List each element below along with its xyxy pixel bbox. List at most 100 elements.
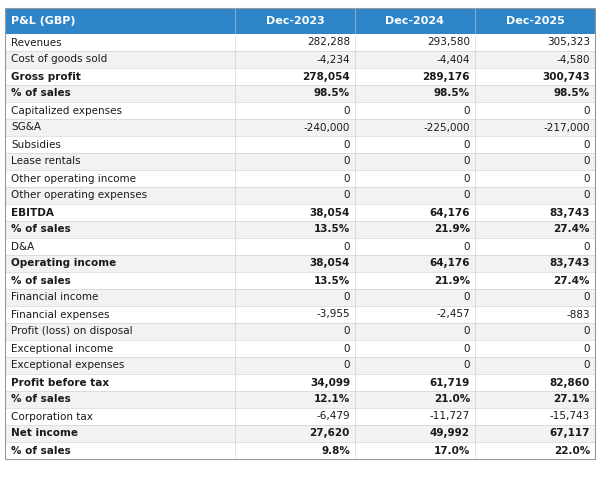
Bar [355, 255, 475, 272]
Bar [5, 272, 235, 289]
Bar [235, 272, 355, 289]
Text: 13.5%: 13.5% [314, 225, 350, 235]
Bar [235, 136, 355, 153]
Bar [355, 119, 475, 136]
Text: 0: 0 [464, 242, 470, 251]
Bar [355, 408, 475, 425]
Text: Gross profit: Gross profit [11, 71, 81, 82]
Bar [355, 272, 475, 289]
Bar [235, 306, 355, 323]
Bar [5, 442, 235, 459]
Text: Profit (loss) on disposal: Profit (loss) on disposal [11, 327, 133, 337]
Bar [475, 425, 595, 442]
Bar [235, 204, 355, 221]
Text: Exceptional income: Exceptional income [11, 344, 113, 353]
Bar [355, 391, 475, 408]
Bar [355, 204, 475, 221]
Text: Profit before tax: Profit before tax [11, 378, 109, 388]
Text: 38,054: 38,054 [310, 258, 350, 268]
Text: 300,743: 300,743 [542, 71, 590, 82]
Text: -4,404: -4,404 [437, 54, 470, 64]
Text: 17.0%: 17.0% [434, 446, 470, 455]
Text: 0: 0 [343, 140, 350, 149]
Text: 27,620: 27,620 [310, 429, 350, 439]
Bar [475, 204, 595, 221]
Text: 83,743: 83,743 [550, 207, 590, 217]
Bar [5, 289, 235, 306]
Bar [355, 306, 475, 323]
Bar [235, 391, 355, 408]
Text: 0: 0 [343, 344, 350, 353]
Text: Subsidies: Subsidies [11, 140, 61, 149]
Text: Other operating expenses: Other operating expenses [11, 191, 147, 200]
Bar [235, 170, 355, 187]
Bar [475, 8, 595, 34]
Text: 61,719: 61,719 [430, 378, 470, 388]
Bar [5, 204, 235, 221]
Text: -4,580: -4,580 [557, 54, 590, 64]
Bar [355, 238, 475, 255]
Text: 0: 0 [583, 327, 590, 337]
Bar [475, 221, 595, 238]
Text: % of sales: % of sales [11, 225, 71, 235]
Bar [355, 442, 475, 459]
Text: 278,054: 278,054 [302, 71, 350, 82]
Text: Financial income: Financial income [11, 293, 98, 302]
Bar [355, 85, 475, 102]
Bar [5, 119, 235, 136]
Bar [475, 357, 595, 374]
Bar [5, 425, 235, 442]
Text: 0: 0 [583, 293, 590, 302]
Text: 13.5%: 13.5% [314, 276, 350, 286]
Bar [355, 289, 475, 306]
Text: -3,955: -3,955 [316, 309, 350, 319]
Text: Corporation tax: Corporation tax [11, 411, 93, 422]
Text: Financial expenses: Financial expenses [11, 309, 110, 319]
Bar [355, 187, 475, 204]
Text: 0: 0 [583, 156, 590, 166]
Text: 27.4%: 27.4% [554, 225, 590, 235]
Bar [235, 442, 355, 459]
Bar [475, 119, 595, 136]
Bar [355, 68, 475, 85]
Text: -11,727: -11,727 [430, 411, 470, 422]
Text: 0: 0 [464, 156, 470, 166]
Bar [5, 34, 235, 51]
Bar [235, 68, 355, 85]
Text: 82,860: 82,860 [550, 378, 590, 388]
Bar [235, 85, 355, 102]
Bar [355, 357, 475, 374]
Text: Revenues: Revenues [11, 38, 62, 48]
Bar [475, 85, 595, 102]
Bar [5, 153, 235, 170]
Text: 0: 0 [343, 191, 350, 200]
Text: % of sales: % of sales [11, 276, 71, 286]
Bar [355, 323, 475, 340]
Bar [235, 8, 355, 34]
Bar [355, 102, 475, 119]
Bar [475, 51, 595, 68]
Bar [475, 323, 595, 340]
Text: Exceptional expenses: Exceptional expenses [11, 360, 124, 370]
Bar [475, 306, 595, 323]
Text: -217,000: -217,000 [544, 122, 590, 133]
Text: 0: 0 [464, 293, 470, 302]
Bar [475, 170, 595, 187]
Text: Dec-2023: Dec-2023 [266, 16, 325, 26]
Text: 0: 0 [583, 140, 590, 149]
Bar [475, 153, 595, 170]
Text: 67,117: 67,117 [550, 429, 590, 439]
Text: 83,743: 83,743 [550, 258, 590, 268]
Bar [5, 374, 235, 391]
Bar [235, 340, 355, 357]
Text: % of sales: % of sales [11, 446, 71, 455]
Text: Dec-2025: Dec-2025 [506, 16, 565, 26]
Bar [5, 51, 235, 68]
Text: % of sales: % of sales [11, 89, 71, 99]
Text: 0: 0 [343, 156, 350, 166]
Text: 38,054: 38,054 [310, 207, 350, 217]
Bar [355, 374, 475, 391]
Text: 64,176: 64,176 [430, 258, 470, 268]
Bar [235, 51, 355, 68]
Text: 0: 0 [583, 344, 590, 353]
